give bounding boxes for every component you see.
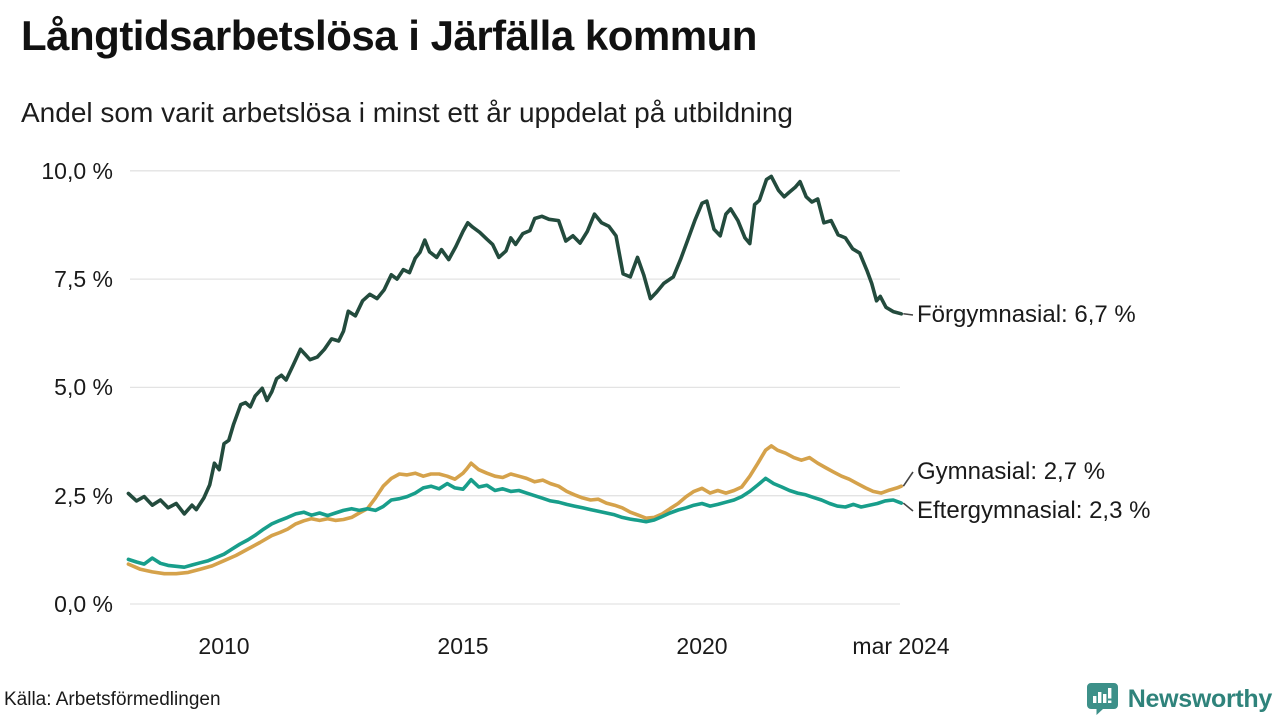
x-tick-label: 2020 <box>676 633 728 659</box>
brand: Newsworthy <box>1086 682 1272 716</box>
series-lines <box>126 174 904 576</box>
series-label-förgymnasial: Förgymnasial: 6,7 % <box>917 301 1136 328</box>
gridlines <box>130 170 900 605</box>
page-subtitle: Andel som varit arbetslösa i minst ett å… <box>21 97 793 128</box>
y-tick-label: 0,0 % <box>54 591 113 617</box>
x-tick-label: 2010 <box>198 633 250 659</box>
series-line-förgymnasial <box>126 174 904 516</box>
y-tick-label: 2,5 % <box>54 482 113 509</box>
x-tick-label: mar 2024 <box>852 633 950 659</box>
leader-line <box>903 312 914 316</box>
x-tick-label: 2015 <box>437 633 489 659</box>
brand-name: Newsworthy <box>1127 684 1273 713</box>
legend-leader-lines <box>902 312 914 512</box>
y-tick-label: 7,5 % <box>54 266 113 293</box>
series-label-gymnasial: Gymnasial: 2,7 % <box>917 458 1106 485</box>
page-title: Långtidsarbetslösa i Järfälla kommun <box>21 12 757 59</box>
series-line-eftergymnasial <box>126 476 904 570</box>
series-line-gymnasial <box>126 444 904 576</box>
source-note: Källa: Arbetsförmedlingen <box>4 689 221 710</box>
newsworthy-logo-icon <box>1086 683 1118 715</box>
leader-line <box>902 471 914 487</box>
y-tick-label: 10,0 % <box>41 157 113 184</box>
leader-line <box>902 502 914 512</box>
logo-bars <box>1092 688 1112 703</box>
series-label-eftergymnasial: Eftergymnasial: 2,3 % <box>917 497 1151 524</box>
y-tick-label: 5,0 % <box>54 374 113 401</box>
